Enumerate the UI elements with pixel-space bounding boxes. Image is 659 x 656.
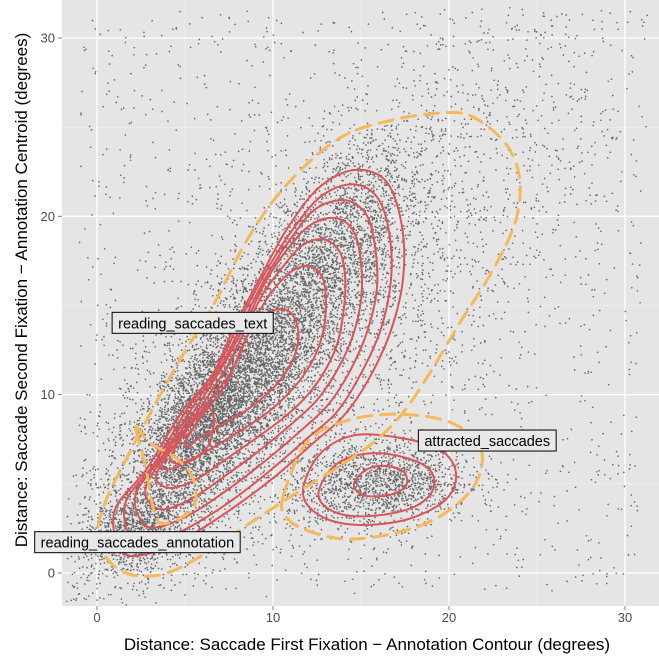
y-tick-label: 10 (41, 387, 55, 402)
y-tick-label: 30 (41, 31, 55, 46)
cluster-label-text: reading_saccades_text (118, 316, 267, 332)
density-contour (144, 216, 364, 511)
cluster-label: reading_saccades_text (111, 311, 274, 334)
density-contour (112, 168, 406, 558)
axis-ticks: 0 10 20 30 0 10 20 30 (41, 31, 633, 626)
y-tick-label: 20 (41, 209, 55, 224)
cluster-label-box (34, 531, 241, 554)
density-contour (317, 452, 436, 518)
dashed-density-contour (279, 412, 484, 541)
y-axis-title: Distance: Saccade Second Fixation − Anno… (12, 33, 31, 548)
x-tick-label: 10 (266, 610, 280, 625)
cluster-labels: reading_saccades_text attracted_saccadesr… (34, 311, 557, 554)
cluster-label: reading_saccades_annotation (34, 531, 241, 554)
density-contours (95, 110, 522, 578)
major-gridlines (62, 0, 659, 606)
x-tick-label: 30 (618, 610, 632, 625)
density-contour (133, 199, 379, 529)
density-contour (154, 238, 347, 490)
cluster-label-text: attracted_saccades (424, 434, 550, 450)
x-tick-label: 20 (442, 610, 456, 625)
x-tick-label: 0 (93, 610, 100, 625)
dashed-density-contour (133, 425, 198, 526)
density-contour (301, 433, 458, 526)
cluster-label-text: reading_saccades_annotation (41, 536, 234, 552)
cluster-label: attracted_saccades (417, 429, 557, 452)
density-contour (352, 464, 409, 498)
density-contour (157, 406, 215, 471)
x-axis-title: Distance: Saccade First Fixation − Annot… (124, 635, 610, 654)
cluster-label-box (111, 311, 274, 334)
y-tick-label: 0 (48, 566, 55, 581)
density-contour (122, 183, 393, 547)
cluster-label-box (417, 429, 557, 452)
density-contour (183, 307, 300, 448)
